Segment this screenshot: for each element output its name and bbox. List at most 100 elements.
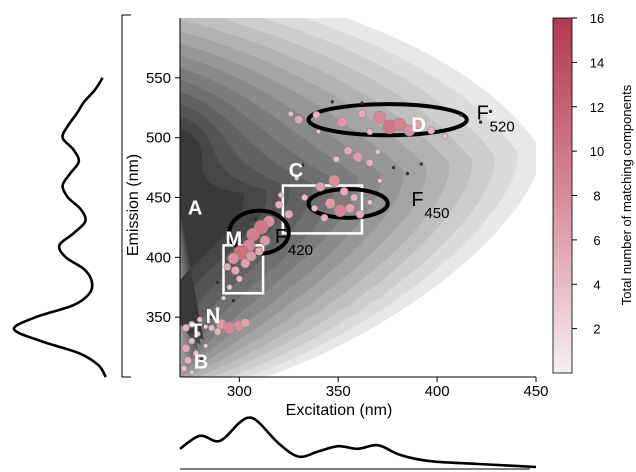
y-tick-label: 450 [146, 190, 171, 207]
y-axis-title: Emission (nm) [125, 154, 142, 256]
colorbar-ticks: 2 4 6 8 10 12 14 16 [572, 11, 604, 337]
scatter-point [226, 284, 233, 291]
colorbar-tick-label: 4 [593, 277, 600, 292]
scatter-point [284, 209, 294, 219]
scatter-point [352, 151, 364, 163]
scatter-point [315, 181, 326, 192]
scatter-point [223, 321, 236, 335]
ellipse-f520 [306, 102, 469, 138]
scatter-point [230, 266, 240, 275]
scatter-point [374, 149, 381, 155]
scatter-point [377, 178, 383, 184]
scatter-point [287, 110, 294, 117]
scatter-point [253, 217, 257, 221]
scatter-point [208, 324, 216, 332]
y-axis: 350 400 450 500 550 [146, 18, 181, 377]
x-axis: 300 350 400 450 [180, 376, 549, 400]
scatter-point [188, 320, 196, 328]
colorbar: 2 4 6 8 10 12 14 16 Total number of matching co… [552, 11, 634, 374]
x-tick-label: 450 [523, 383, 548, 400]
colorbar-tick-label: 8 [593, 189, 600, 204]
scatter-point [332, 155, 340, 163]
region-label-d: D [411, 115, 425, 137]
scatter-point [294, 115, 304, 125]
scatter-point [403, 124, 416, 137]
region-label-b: B [194, 352, 208, 374]
scatter-point [478, 120, 483, 124]
scatter-point [345, 203, 355, 214]
contour-band [180, 128, 244, 340]
scatter-point [184, 356, 192, 365]
scatter-point [301, 194, 309, 201]
region-label-a: A [188, 197, 202, 219]
scatter-point [221, 295, 226, 301]
colorbar-tick-label: 16 [590, 11, 604, 26]
scatter-point [339, 187, 349, 196]
scatter-point [365, 158, 374, 167]
x-tick-label: 400 [425, 383, 450, 400]
scatter-point [277, 192, 284, 199]
scatter-point [227, 252, 240, 265]
scatter-point [192, 350, 199, 357]
feature-label-sub: 450 [424, 205, 449, 222]
y-tick-label: 550 [146, 70, 171, 87]
feature-label-main: F [275, 226, 287, 248]
scatter-point [320, 213, 329, 222]
scatter-point [259, 235, 271, 246]
scatter-point [294, 175, 300, 181]
scatter-point [254, 246, 264, 256]
x-axis-title: Excitation (nm) [286, 402, 393, 419]
scatter-point [312, 111, 321, 119]
scatter-point [240, 318, 251, 329]
feature-label-sub: 420 [288, 242, 313, 259]
scatter-point [180, 365, 188, 373]
scatter-point [333, 204, 347, 217]
ellipse-f450 [306, 187, 390, 220]
colorbar-tick-label: 10 [590, 144, 604, 159]
scatter-point [181, 343, 191, 353]
scatter-point [311, 204, 318, 212]
bottom-spectrum-panel [179, 416, 537, 470]
feature-label-main: F [477, 103, 489, 125]
colorbar-tick-label: 2 [593, 322, 600, 337]
colorbar-tick-label: 14 [590, 55, 604, 70]
region-label-c: C [289, 160, 303, 182]
scatter-point [209, 315, 214, 319]
excitation-spectrum-curve [179, 416, 537, 469]
scatter-point [196, 316, 203, 323]
scatter-point [328, 174, 341, 187]
feature-label-sub: 520 [490, 119, 515, 136]
scatter-point [215, 306, 221, 312]
scatter-point [240, 258, 251, 269]
scatter-point [315, 129, 321, 135]
y-tick-label: 400 [146, 249, 171, 266]
region-label-t: T [190, 321, 202, 343]
scatter-point [419, 162, 423, 166]
scatter-point [343, 146, 353, 156]
y-tick-label: 350 [146, 309, 171, 326]
scatter-point [366, 199, 373, 206]
scatter-point [324, 198, 336, 209]
scatter-point [355, 209, 365, 219]
scatter-point [442, 133, 448, 140]
scatter-point [200, 357, 204, 361]
scatter-point [194, 330, 201, 337]
scatter-point [414, 119, 425, 130]
scatter-point [391, 165, 396, 170]
x-tick-label: 300 [227, 383, 252, 400]
scatter-point [223, 263, 232, 271]
scatter-point [231, 298, 236, 303]
scatter-point [336, 116, 348, 128]
colorbar-tick-label: 12 [590, 100, 604, 115]
scatter-point [203, 343, 209, 349]
scatter-point [188, 337, 196, 345]
emission-spectrum-curve [12, 77, 107, 378]
x-tick-label: 350 [326, 383, 351, 400]
region-label-n: N [206, 306, 220, 328]
scatter-point [300, 163, 305, 167]
scatter-point [392, 117, 407, 132]
